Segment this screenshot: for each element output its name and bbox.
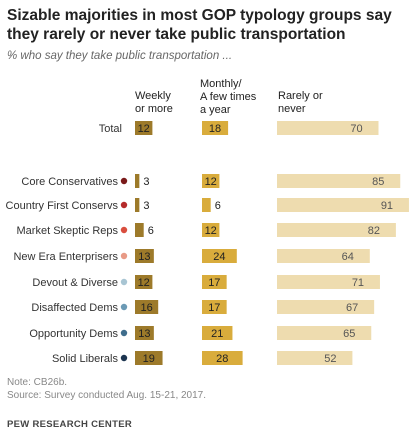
- bar-rarely: [277, 326, 372, 340]
- data-label-weekly: 16: [140, 302, 152, 314]
- data-label-weekly: 19: [143, 353, 155, 365]
- bar-weekly: [135, 121, 153, 135]
- data-label-rarely: 52: [324, 353, 336, 365]
- column-header-weekly: Weekly or more: [135, 90, 173, 115]
- group-color-dot: [120, 303, 128, 311]
- bar-monthly: [202, 121, 229, 135]
- data-label-weekly: 3: [143, 176, 149, 188]
- data-label-weekly: 3: [143, 200, 149, 212]
- bar-weekly: [135, 198, 140, 212]
- data-label-rarely: 82: [368, 225, 380, 237]
- bar-weekly: [135, 351, 163, 365]
- group-color-dot: [120, 226, 128, 234]
- bar-weekly: [135, 249, 154, 263]
- data-label-monthly: 12: [205, 176, 217, 188]
- bar-rarely: [277, 223, 396, 237]
- data-label-weekly: 13: [138, 328, 150, 340]
- data-label-monthly: 17: [208, 302, 220, 314]
- data-label-rarely: 70: [350, 123, 362, 135]
- bar-monthly: [202, 300, 227, 314]
- category-label: Devout & Diverse: [32, 277, 118, 289]
- data-label-monthly: 28: [216, 353, 228, 365]
- data-label-weekly: 6: [148, 225, 154, 237]
- chart-source: Source: Survey conducted Aug. 15-21, 201…: [7, 390, 207, 401]
- data-label-monthly: 17: [208, 277, 220, 289]
- chart-note: Note: CB26b.: [7, 377, 68, 388]
- category-label: Total: [99, 123, 122, 135]
- data-label-rarely: 64: [342, 251, 354, 263]
- data-label-weekly: 12: [138, 277, 150, 289]
- bar-weekly: [135, 174, 140, 188]
- data-label-rarely: 85: [372, 176, 384, 188]
- data-label-monthly: 18: [209, 123, 221, 135]
- bar-monthly: [202, 174, 220, 188]
- data-label-monthly: 21: [211, 328, 223, 340]
- category-label: Core Conservatives: [21, 176, 118, 188]
- group-color-dot: [120, 201, 128, 209]
- group-color-dot: [120, 177, 128, 185]
- column-header-monthly: Monthly/ A few times a year: [200, 78, 257, 116]
- data-label-rarely: 71: [352, 277, 364, 289]
- data-label-rarely: 65: [343, 328, 355, 340]
- bar-rarely: [277, 351, 353, 365]
- category-label: Opportunity Dems: [29, 328, 118, 340]
- group-color-dot: [120, 252, 128, 260]
- source-footer: PEW RESEARCH CENTER: [7, 419, 132, 430]
- group-color-dot: [120, 278, 128, 286]
- bar-rarely: [277, 300, 375, 314]
- group-color-dot: [120, 354, 128, 362]
- bar-monthly: [202, 223, 220, 237]
- chart-title: Sizable majorities in most GOP typology …: [7, 7, 392, 43]
- bar-monthly: [202, 326, 233, 340]
- category-label: Disaffected Dems: [31, 302, 118, 314]
- data-label-rarely: 91: [381, 200, 393, 212]
- bar-monthly: [202, 351, 243, 365]
- column-header-rarely: Rarely or never: [278, 90, 323, 115]
- bar-monthly: [202, 249, 237, 263]
- data-label-monthly: 12: [205, 225, 217, 237]
- bar-monthly: [202, 198, 211, 212]
- bar-rarely: [277, 174, 401, 188]
- category-label: Country First Conservs: [6, 200, 119, 212]
- bar-rarely: [277, 275, 380, 289]
- bar-rarely: [277, 249, 370, 263]
- bar-monthly: [202, 275, 227, 289]
- data-label-rarely: 67: [346, 302, 358, 314]
- category-label: Solid Liberals: [52, 353, 119, 365]
- category-label: New Era Enterprisers: [13, 251, 118, 263]
- bar-rarely: [277, 121, 379, 135]
- bar-rarely: [277, 198, 409, 212]
- bar-weekly: [135, 275, 153, 289]
- group-color-dot: [120, 329, 128, 337]
- data-label-weekly: 13: [138, 251, 150, 263]
- chart-subtitle: % who say they take public transportatio…: [7, 50, 233, 62]
- data-label-monthly: 24: [213, 251, 225, 263]
- bar-weekly: [135, 326, 154, 340]
- bar-weekly: [135, 223, 144, 237]
- data-label-weekly: 12: [138, 123, 150, 135]
- category-label: Market Skeptic Reps: [17, 225, 119, 237]
- bar-weekly: [135, 300, 159, 314]
- data-label-monthly: 6: [215, 200, 221, 212]
